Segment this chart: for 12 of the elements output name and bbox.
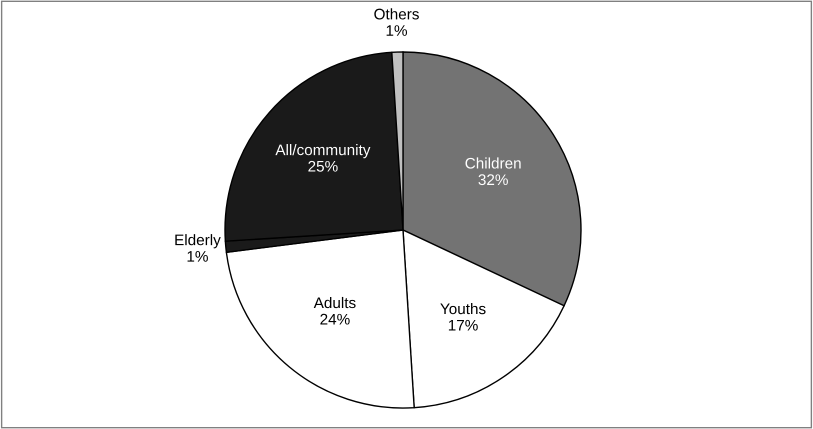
data-label: 24% xyxy=(320,314,350,325)
data-label: 32% xyxy=(478,174,508,186)
slice-label: Others xyxy=(374,8,419,20)
data-label: 17% xyxy=(448,320,478,331)
slice-label: Adults xyxy=(314,296,356,308)
slice-label: All/community xyxy=(275,144,370,158)
data-label: 1% xyxy=(386,25,408,36)
slice-label: Youths xyxy=(440,302,486,314)
slice-label: Children xyxy=(466,157,521,169)
data-label: 25% xyxy=(308,160,338,172)
data-label: 1% xyxy=(188,251,208,262)
slice-label: Elderly xyxy=(175,234,221,248)
